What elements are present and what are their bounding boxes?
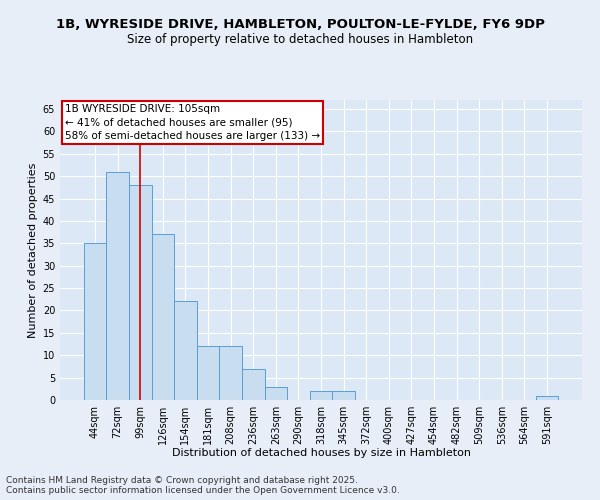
- Text: Contains HM Land Registry data © Crown copyright and database right 2025.
Contai: Contains HM Land Registry data © Crown c…: [6, 476, 400, 495]
- Bar: [84, 244, 106, 400]
- Text: 1B WYRESIDE DRIVE: 105sqm
← 41% of detached houses are smaller (95)
58% of semi-: 1B WYRESIDE DRIVE: 105sqm ← 41% of detac…: [65, 104, 320, 141]
- Bar: [242, 368, 265, 400]
- Bar: [129, 185, 152, 400]
- Text: Size of property relative to detached houses in Hambleton: Size of property relative to detached ho…: [127, 32, 473, 46]
- Bar: [536, 396, 558, 400]
- Bar: [106, 172, 129, 400]
- Y-axis label: Number of detached properties: Number of detached properties: [28, 162, 38, 338]
- Text: 1B, WYRESIDE DRIVE, HAMBLETON, POULTON-LE-FYLDE, FY6 9DP: 1B, WYRESIDE DRIVE, HAMBLETON, POULTON-L…: [56, 18, 544, 30]
- Bar: [310, 391, 332, 400]
- Bar: [197, 346, 220, 400]
- Bar: [332, 391, 355, 400]
- Bar: [265, 386, 287, 400]
- Bar: [174, 302, 197, 400]
- X-axis label: Distribution of detached houses by size in Hambleton: Distribution of detached houses by size …: [172, 448, 470, 458]
- Bar: [152, 234, 174, 400]
- Bar: [220, 346, 242, 400]
